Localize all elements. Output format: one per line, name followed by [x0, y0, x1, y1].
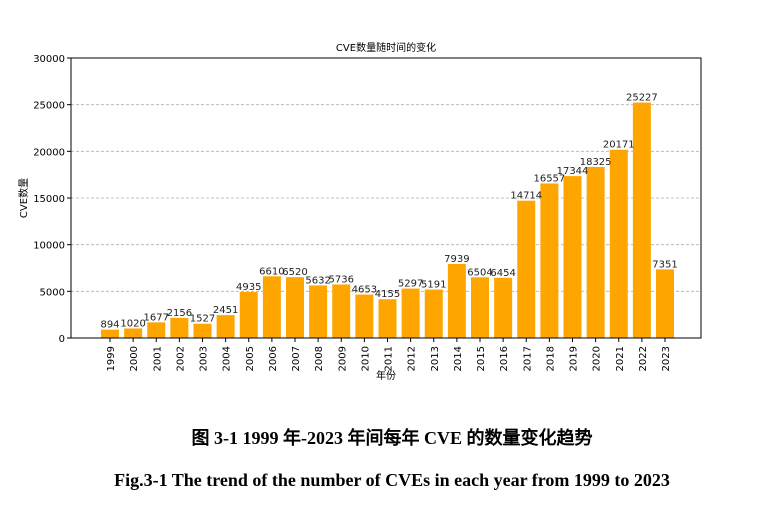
y-tick-label: 0 [59, 334, 65, 345]
x-axis-label: 年份 [376, 369, 396, 382]
bar-2022 [632, 102, 651, 338]
bar-2003 [193, 323, 212, 338]
x-tick-label: 2017 [522, 346, 533, 371]
x-tick-label: 2001 [152, 346, 163, 371]
bar-2006 [262, 276, 281, 338]
data-label-2014: 7939 [444, 254, 469, 265]
x-tick-label: 2010 [360, 346, 371, 371]
x-tick-label: 2019 [569, 346, 580, 371]
bar-2017 [517, 200, 536, 338]
x-tick-label: 2020 [592, 346, 603, 371]
data-label-2007: 6520 [282, 267, 307, 278]
bar-2004 [216, 315, 235, 338]
chart-title: CVE数量随时间的变化 [336, 41, 436, 54]
caption-english: Fig.3-1 The trend of the number of CVEs … [114, 470, 670, 490]
bar-2013 [424, 289, 443, 338]
data-label-2023: 7351 [652, 259, 677, 270]
bar-2008 [309, 285, 328, 338]
data-label-2021: 20171 [603, 140, 635, 151]
x-tick-label: 2007 [291, 346, 302, 371]
bar-2023 [656, 269, 674, 338]
x-tick-label: 2016 [499, 346, 510, 371]
y-tick-label: 20000 [33, 147, 65, 158]
x-tick-label: 2014 [453, 346, 464, 371]
x-tick-label: 2005 [245, 346, 256, 371]
x-tick-label: 2018 [545, 346, 556, 371]
bar-1999 [101, 329, 119, 338]
bar-2015 [471, 277, 489, 338]
data-label-2008: 5632 [305, 275, 330, 286]
x-tick-label: 2002 [175, 346, 186, 371]
data-label-2011: 4155 [375, 289, 400, 300]
data-label-2003: 1527 [190, 314, 215, 325]
y-tick-label: 30000 [33, 54, 65, 65]
x-tick-label: 2006 [268, 346, 279, 371]
data-label-2020: 18325 [580, 157, 612, 168]
data-label-2005: 4935 [236, 282, 261, 293]
x-tick-label: 1999 [106, 346, 117, 371]
x-tick-label: 2023 [661, 346, 672, 371]
bar-2021 [609, 149, 628, 338]
data-label-2016: 6454 [490, 268, 515, 279]
data-label-2018: 16557 [533, 173, 565, 184]
data-label-2015: 6504 [467, 267, 492, 278]
data-label-2022: 25227 [626, 93, 658, 104]
y-tick-label: 5000 [40, 287, 65, 298]
data-label-2002: 2156 [167, 308, 192, 319]
x-tick-label: 2022 [638, 346, 649, 371]
x-tick-label: 2021 [615, 346, 626, 371]
data-label-2006: 6610 [259, 266, 284, 277]
x-tick-label: 2011 [384, 346, 395, 371]
y-tick-label: 15000 [33, 194, 65, 205]
data-label-2017: 14714 [510, 191, 542, 202]
bar-2007 [286, 277, 304, 338]
x-tick-label: 2000 [129, 346, 140, 371]
bar-2009 [332, 284, 351, 338]
x-tick-label: 2008 [314, 346, 325, 371]
x-tick-label: 2009 [337, 346, 348, 371]
bar-2012 [401, 288, 420, 338]
plot-frame [70, 57, 702, 339]
data-label-1999: 894 [100, 320, 119, 331]
data-label-2000: 1020 [120, 318, 145, 329]
bar-2000 [124, 328, 143, 338]
data-label-2019: 17344 [557, 166, 589, 177]
data-label-2001: 1677 [144, 312, 169, 323]
bar-2005 [239, 291, 258, 338]
bar-2002 [170, 317, 189, 338]
bar-2010 [355, 294, 374, 338]
data-label-2013: 5191 [421, 280, 446, 291]
x-tick-label: 2004 [222, 346, 233, 371]
bar-2019 [563, 176, 582, 338]
data-label-2009: 5736 [329, 274, 354, 285]
data-label-2004: 2451 [213, 305, 238, 316]
x-tick-label: 2012 [407, 346, 418, 371]
bar-2014 [447, 263, 466, 338]
data-label-2010: 4653 [352, 285, 377, 296]
bar-2018 [540, 183, 559, 338]
caption-chinese: 图 3-1 1999 年-2023 年间每年 CVE 的数量变化趋势 [191, 428, 593, 448]
bar-2016 [494, 277, 513, 338]
bar-2011 [378, 299, 397, 338]
y-tick-label: 10000 [33, 241, 65, 252]
data-label-2012: 5297 [398, 279, 423, 290]
bar-2001 [147, 322, 166, 338]
x-tick-label: 2015 [476, 346, 487, 371]
x-tick-label: 2013 [430, 346, 441, 371]
x-tick-label: 2003 [199, 346, 210, 371]
y-tick-label: 25000 [33, 101, 65, 112]
bar-2020 [586, 166, 605, 338]
y-axis-label: CVE数量 [17, 178, 30, 218]
